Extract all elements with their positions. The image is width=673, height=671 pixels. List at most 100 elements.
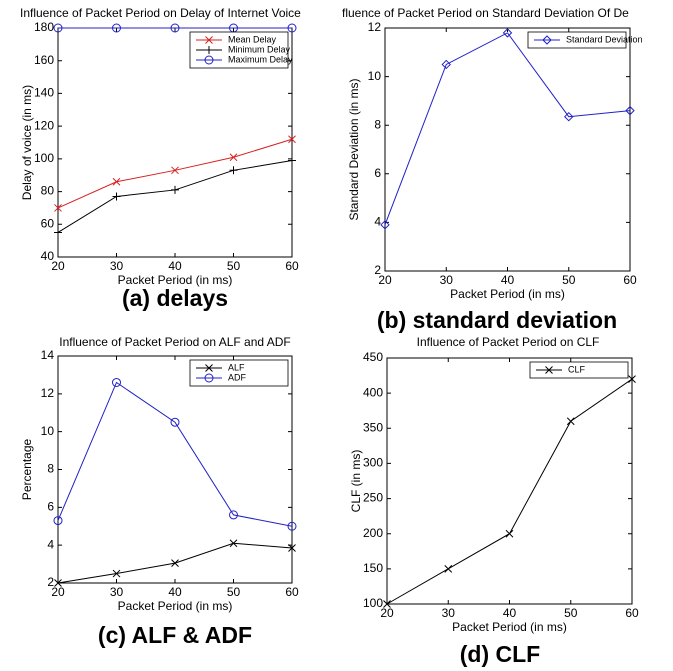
chart-title: fluence of Packet Period on Standard Dev… [342,6,629,20]
data-point [288,156,296,165]
y-axis-label: Standard Deviation (in ms) [347,78,361,220]
chart-title: Influence of Packet Period on CLF [417,335,600,349]
y-tick-label: 120 [34,118,54,132]
data-point [229,510,238,520]
data-point [441,59,451,70]
legend-label: CLF [568,364,586,374]
y-tick-label: 300 [363,456,383,470]
y-axis-label: CLF (in ms) [349,450,363,513]
y-tick-label: 40 [41,249,55,263]
legend-box [527,31,627,49]
series-line [386,378,633,605]
y-tick-label: 200 [363,526,383,540]
legend-label: ADF [228,372,247,382]
y-tick-label: 4 [47,537,54,551]
y-tick-label: 8 [374,117,381,131]
data-point [170,23,180,33]
legend-marker [542,35,552,45]
x-tick-label: 60 [285,259,299,273]
data-point [170,417,180,427]
plot-frame [384,27,631,272]
y-tick-label: 80 [41,184,55,198]
legend-marker [205,364,213,372]
data-point [502,28,513,38]
plot-frame [57,355,293,584]
x-tick-label: 30 [110,585,124,599]
y-tick-label: 160 [34,53,54,67]
x-tick-label: 20 [51,259,65,273]
legend-marker [545,366,553,374]
y-tick-label: 60 [41,216,55,230]
legend-label: Standard Deviation [566,34,643,44]
x-tick-label: 30 [440,273,454,287]
series-line [384,32,631,226]
data-point [112,177,121,186]
y-tick-label: 10 [368,69,382,83]
y-tick-label: 8 [47,462,54,476]
x-tick-label: 60 [623,273,637,287]
x-tick-label: 20 [380,606,394,620]
series-line [57,381,293,527]
data-point [229,153,238,162]
chart-title: Influence of Packet Period on Delay of I… [20,6,301,20]
data-point [444,565,453,573]
y-tick-label: 250 [363,491,383,505]
x-axis-label: Packet Period (in ms) [118,273,233,287]
y-tick-label: 10 [41,424,55,438]
x-tick-label: 40 [501,273,515,287]
legend-marker [205,46,213,54]
data-point [171,166,179,175]
legend-marker [204,373,214,383]
x-tick-label: 30 [442,606,456,620]
data-point [380,220,390,230]
y-tick-label: 100 [34,151,54,165]
data-point [112,569,121,578]
data-point [287,23,297,33]
data-point [171,185,179,194]
data-point [112,377,121,387]
y-axis-label: Delay of voice (in ms) [20,85,34,200]
x-tick-label: 30 [110,259,124,273]
y-tick-label: 100 [363,596,383,610]
legend-label: ALF [228,362,245,372]
data-point [566,417,575,426]
plot-frame [386,357,633,605]
data-point [287,521,297,531]
x-tick-label: 40 [168,259,182,273]
x-tick-label: 50 [562,273,576,287]
data-point [54,228,62,237]
y-tick-label: 12 [368,20,382,34]
y-axis-label: Percentage [20,438,34,500]
data-point [288,544,296,552]
series-line [57,159,293,233]
y-tick-label: 350 [363,420,383,434]
data-point [54,204,62,212]
x-tick-label: 60 [285,585,299,599]
y-tick-label: 400 [363,385,383,399]
chart-title: Influence of Packet Period on ALF and AD… [59,335,290,349]
data-point [564,111,574,122]
data-point [505,529,514,538]
x-tick-label: 20 [51,585,65,599]
legend-box [189,359,289,387]
legend-label: Maximum Delay [228,54,293,64]
x-tick-label: 50 [564,606,578,620]
y-tick-label: 180 [34,20,54,34]
x-tick-label: 40 [503,606,517,620]
caption: (a) delays [122,285,228,311]
x-axis-label: Packet Period (in ms) [452,620,567,634]
x-tick-label: 50 [227,585,241,599]
x-tick-label: 20 [378,273,392,287]
caption: (c) ALF & ADF [98,622,252,648]
data-point [625,105,635,116]
legend-label: Minimum Delay [228,44,291,54]
y-tick-label: 14 [41,348,55,362]
data-point [383,600,391,608]
y-tick-label: 2 [47,575,54,589]
y-tick-label: 140 [34,86,54,100]
caption: (d) CLF [460,641,540,667]
data-point [112,23,121,33]
data-point [53,23,63,33]
data-point [54,579,62,587]
